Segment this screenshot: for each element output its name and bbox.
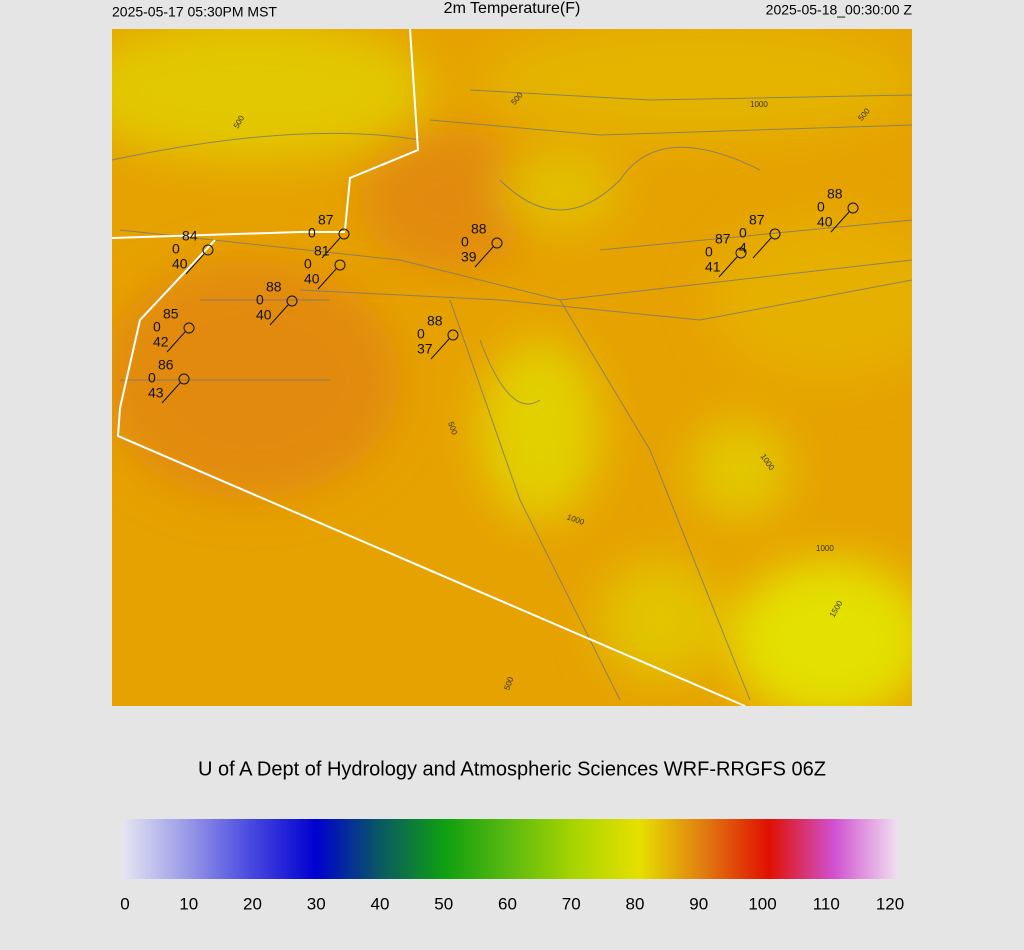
- station-dewpoint: 40: [256, 307, 272, 323]
- station-pressure: 0: [308, 225, 316, 241]
- station-temp: 88: [471, 221, 487, 237]
- station-temp: 81: [314, 243, 330, 259]
- station-circle: [286, 295, 298, 307]
- station-temp: 88: [427, 313, 443, 329]
- contour-label: 500: [446, 420, 459, 436]
- station-temp: 87: [749, 212, 765, 228]
- colorbar-tick-label: 80: [626, 894, 645, 913]
- station-circle: [447, 329, 459, 341]
- station-barb: [474, 246, 494, 268]
- station-barb: [430, 338, 450, 360]
- contour-label: 1000: [816, 544, 834, 553]
- station-temp: 86: [158, 357, 174, 373]
- station-circle: [202, 244, 214, 256]
- map: [112, 29, 912, 706]
- station-circle: [338, 228, 350, 240]
- credit: U of A Dept of Hydrology and Atmospheric…: [198, 758, 826, 780]
- station-pressure: 0: [304, 256, 312, 272]
- station-circle: [334, 259, 346, 271]
- station-dewpoint: 4: [739, 240, 747, 256]
- colorbar-tick-label: 40: [371, 894, 390, 913]
- colorbar-tick-label: 50: [434, 894, 453, 913]
- station-barb: [317, 268, 337, 290]
- colorbar-tick-label: 120: [876, 894, 904, 913]
- station-temp: 88: [266, 279, 282, 295]
- station-dewpoint: 39: [461, 249, 477, 265]
- station-circle: [183, 322, 195, 334]
- station-barb: [830, 211, 850, 233]
- station-dewpoint: 40: [172, 256, 188, 272]
- station-pressure: 0: [705, 244, 713, 260]
- colorbar-tick-label: 10: [179, 894, 198, 913]
- station-circle: [769, 228, 781, 240]
- station-barb: [185, 253, 205, 275]
- station-pressure: 0: [739, 225, 747, 241]
- station-barb: [718, 256, 738, 278]
- station-temp: 87: [715, 231, 731, 247]
- colorbar-tick-label: 0: [120, 894, 129, 913]
- station-pressure: 0: [256, 292, 264, 308]
- station-barb: [166, 331, 186, 353]
- station-barb: [321, 237, 341, 259]
- station-pressure: 0: [148, 370, 156, 386]
- station-barb: [161, 382, 181, 404]
- station-temp: 88: [827, 186, 843, 202]
- station-dewpoint: 40: [817, 214, 833, 230]
- station-temp: 85: [163, 306, 179, 322]
- station-dewpoint: 41: [705, 259, 721, 275]
- colorbar-tick-label: 70: [562, 894, 581, 913]
- colorbar-tick-label: 100: [748, 894, 776, 913]
- station-circle: [847, 202, 859, 214]
- station-dewpoint: 43: [148, 385, 164, 401]
- station-pressure: 0: [817, 199, 825, 215]
- station-circle: [491, 237, 503, 249]
- station-dewpoint: 40: [304, 271, 320, 287]
- station-circle: [735, 247, 747, 259]
- station-barb: [752, 237, 772, 259]
- station-circle: [178, 373, 190, 385]
- station-dewpoint: 42: [153, 334, 169, 350]
- station-temp: 87: [318, 212, 334, 228]
- station-barb: [269, 304, 289, 326]
- station-temp: 84: [182, 228, 198, 244]
- station-pressure: 0: [172, 241, 180, 257]
- title: 2m Temperature(F): [444, 0, 581, 17]
- contour-label: 500: [502, 675, 515, 691]
- station-pressure: 0: [153, 319, 161, 335]
- station-pressure: 0: [461, 234, 469, 250]
- colorbar-tick-label: 30: [307, 894, 326, 913]
- station: 870: [308, 212, 350, 259]
- colorbar-tick-label: 60: [498, 894, 517, 913]
- header-left: 2025-05-17 05:30PM MST: [112, 4, 277, 20]
- colorbar-tick-label: 110: [813, 894, 840, 913]
- colorbar-tick-label: 90: [689, 894, 708, 913]
- colorbar: [122, 819, 898, 879]
- header-right: 2025-05-18_00:30:00 Z: [766, 2, 913, 18]
- colorbar-tick-label: 20: [243, 894, 262, 913]
- station-dewpoint: 37: [417, 341, 433, 357]
- station-pressure: 0: [417, 326, 425, 342]
- contour-label: 1000: [750, 100, 768, 109]
